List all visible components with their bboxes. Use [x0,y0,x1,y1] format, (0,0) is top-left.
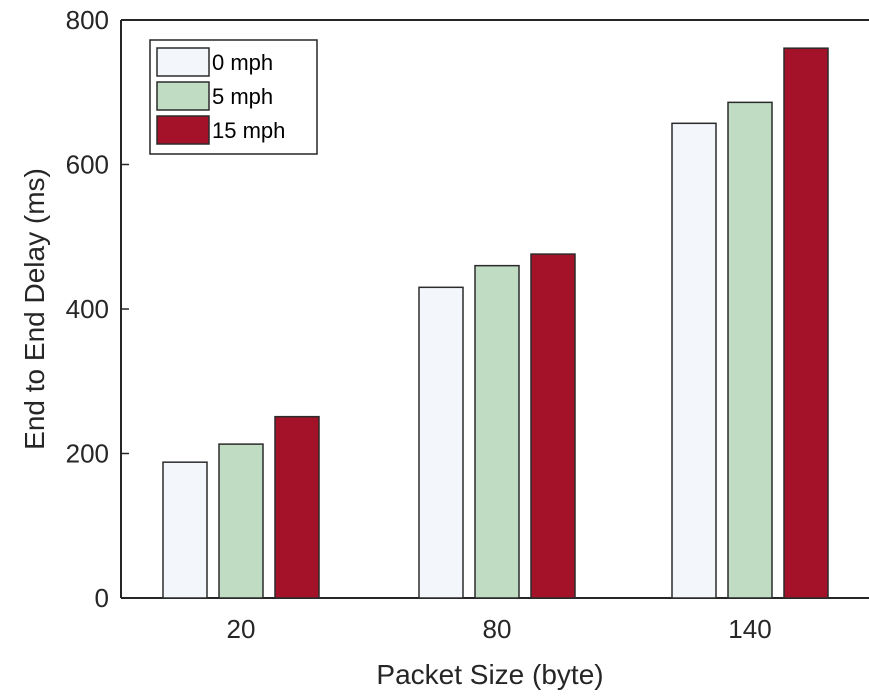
x-axis-title: Packet Size (byte) [376,659,603,690]
y-tick-label: 600 [66,150,109,180]
legend-swatch [156,115,210,145]
y-tick-label: 400 [66,294,109,324]
legend-items: 0 mph 5 mph 15 mph [156,47,285,145]
y-tick-label: 800 [66,5,109,35]
bar [474,264,520,599]
y-tick-label: 0 [95,583,109,613]
legend-label: 0 mph [212,50,273,75]
bar [783,47,829,599]
legend-label: 5 mph [212,84,273,109]
bar [218,443,264,599]
bar [727,101,773,599]
bar [671,122,717,599]
y-ticks: 0 200 400 600 800 [66,5,129,613]
x-tick-label: 20 [227,614,256,644]
x-tick-label: 140 [728,614,771,644]
y-axis-title: End to End Delay (ms) [19,168,50,450]
bar [530,253,576,599]
bars [162,47,829,599]
legend-label: 15 mph [212,118,285,143]
legend: 0 mph 5 mph 15 mph [149,39,318,155]
bar [418,286,464,599]
legend-swatch [156,81,210,111]
bar [274,415,320,599]
legend-swatch [156,47,210,77]
y-tick-label: 200 [66,439,109,469]
bar [162,461,208,599]
x-tick-label: 80 [483,614,512,644]
